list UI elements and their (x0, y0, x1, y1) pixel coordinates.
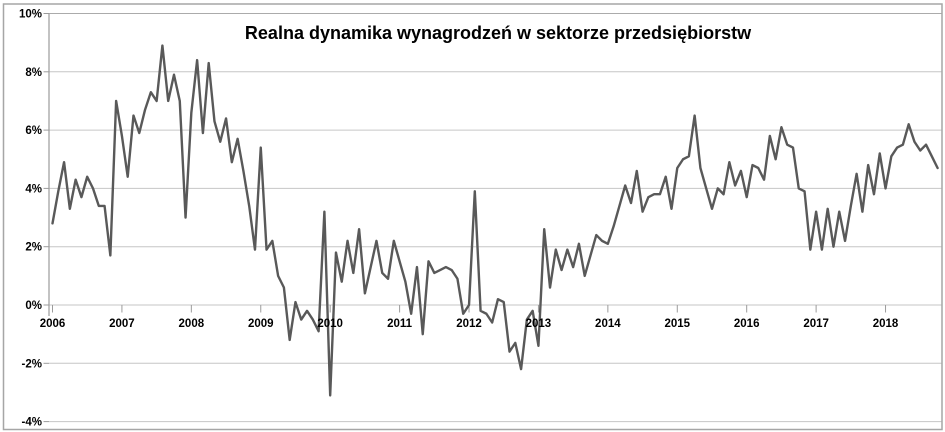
wage-growth-series-line (51, 44, 939, 397)
x-axis-label-2016: 2016 (734, 318, 760, 330)
chart-outer-border (2, 3, 943, 431)
x-axis-label-2015: 2015 (664, 318, 690, 330)
x-axis-label-2009: 2009 (248, 318, 274, 330)
x-axis-label-2018: 2018 (873, 318, 899, 330)
y-axis-label-10: 10% (19, 9, 42, 21)
x-axis-label-2013: 2013 (526, 318, 552, 330)
y-axis-label--4: -4% (22, 417, 42, 429)
x-axis-label-2006: 2006 (40, 318, 66, 330)
x-axis-label-2008: 2008 (179, 318, 205, 330)
x-axis-label-2007: 2007 (109, 318, 135, 330)
y-axis-label-2: 2% (25, 242, 42, 254)
x-axis-label-2014: 2014 (595, 318, 621, 330)
axes-and-ticks (43, 13, 887, 423)
y-axis-label-8: 8% (25, 67, 42, 79)
y-axis-label-0: 0% (25, 300, 42, 312)
data-series-line (51, 44, 939, 397)
y-axis-label--2: -2% (22, 358, 42, 370)
x-axis-label-2012: 2012 (456, 318, 482, 330)
chart-title: Realna dynamika wynagrodzeń w sektorze p… (245, 23, 752, 43)
x-axis-label-2010: 2010 (317, 318, 343, 330)
axis-tick-labels: 10% 8% 6% 4% 2% 0% -2% -4% 2006 2007 2008 2009 2010 2… (19, 9, 899, 429)
x-axis-label-2011: 2011 (387, 318, 413, 330)
x-axis-label-2017: 2017 (803, 318, 829, 330)
y-axis-label-6: 6% (25, 125, 42, 137)
y-axis-label-4: 4% (25, 183, 42, 195)
